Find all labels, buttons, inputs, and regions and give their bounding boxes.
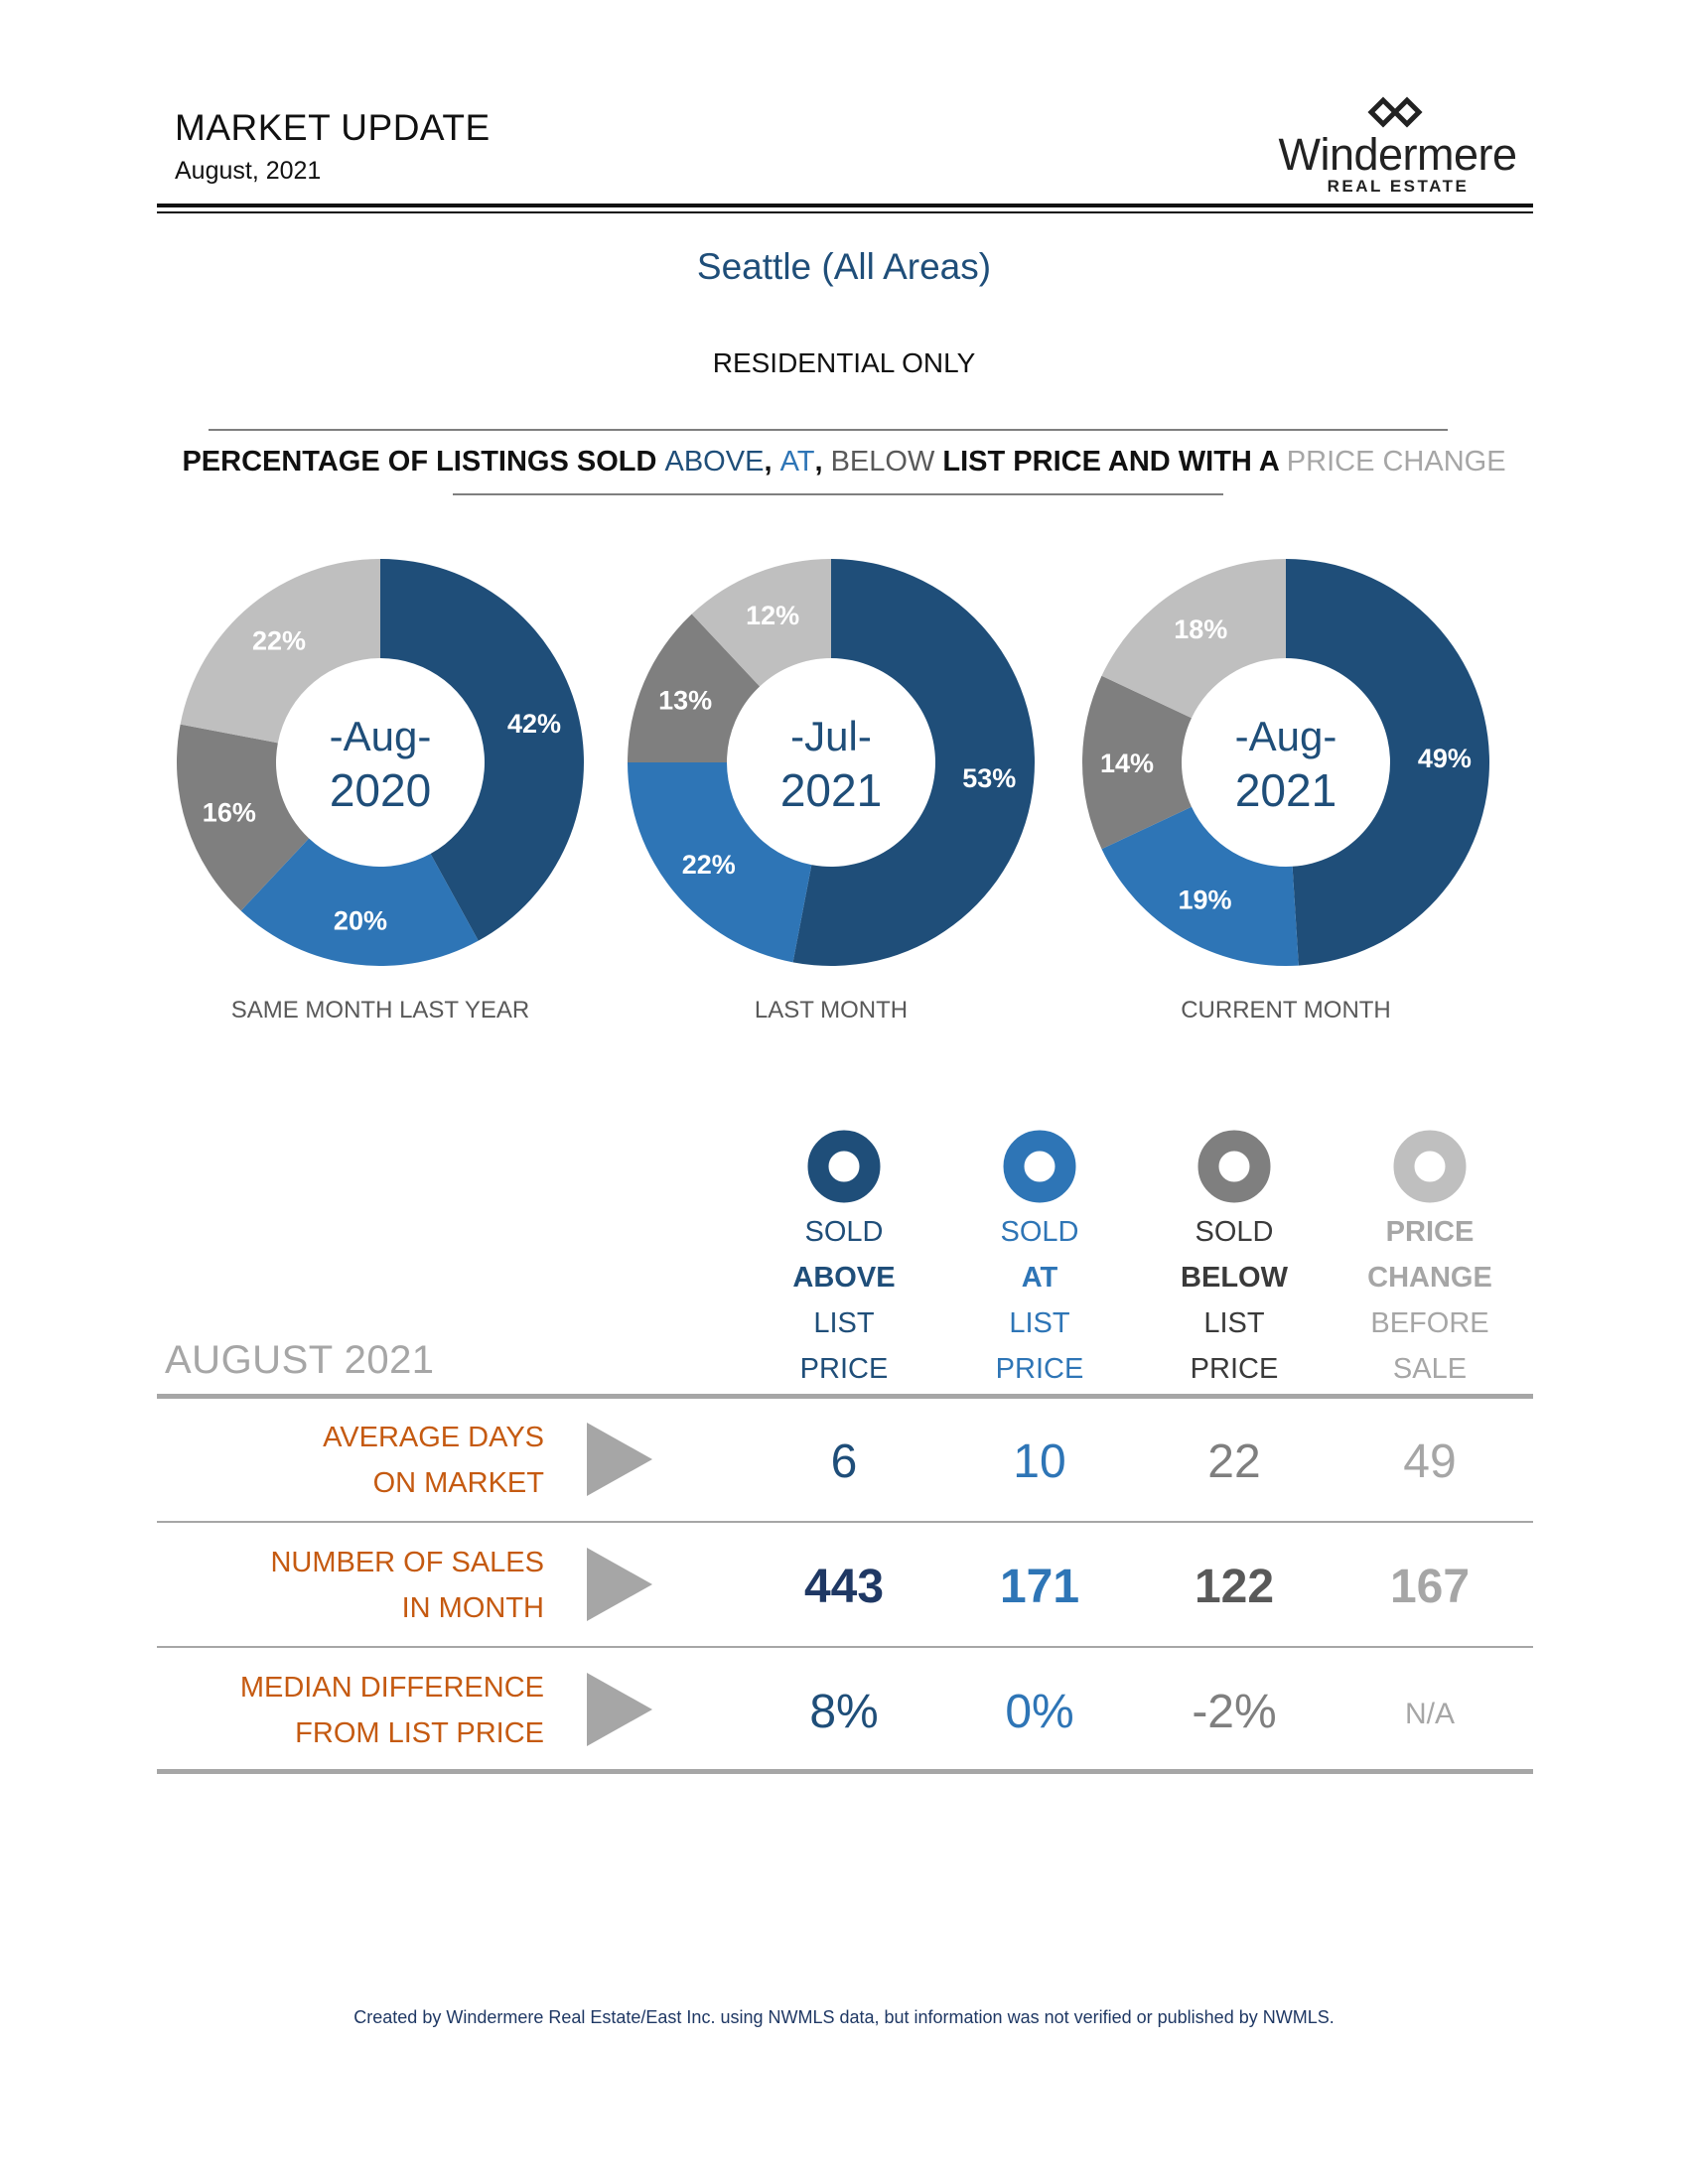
windermere-logo-icon — [1367, 96, 1423, 128]
col-header-above: SOLD ABOVE LIST PRICE — [792, 1216, 896, 1385]
donut-slice-below — [1082, 675, 1192, 850]
section-rule-bottom — [453, 493, 1223, 495]
donut-slice-label: 20% — [334, 906, 387, 936]
cell-sales-below: 122 — [1194, 1561, 1275, 1613]
company-logo: Windermere REAL ESTATE — [1256, 95, 1539, 205]
cell-avg-days-at: 10 — [1013, 1435, 1066, 1488]
report-title: MARKET UPDATE — [175, 107, 491, 148]
cell-avg-days-below: 22 — [1207, 1435, 1261, 1488]
cell-sales-change: 167 — [1389, 1561, 1471, 1613]
section-title: PERCENTAGE OF LISTINGS SOLD ABOVE, AT, B… — [182, 446, 1506, 478]
donut-center-month: -Aug- — [330, 713, 432, 759]
arrow-icon — [587, 1548, 652, 1621]
footer-disclaimer: Created by Windermere Real Estate/East I… — [353, 2007, 1335, 2027]
logo-wordmark: Windermere — [1278, 129, 1517, 180]
cell-avg-days-above: 6 — [830, 1435, 858, 1488]
donut-center-month: -Aug- — [1235, 713, 1337, 759]
logo-subtitle: REAL ESTATE — [1327, 177, 1470, 196]
table-header-rule — [157, 1394, 1533, 1399]
donut-slice-label: 12% — [746, 601, 799, 630]
sold-above-icon — [807, 1130, 881, 1203]
donut-slice-below — [177, 724, 310, 911]
donut-chart-last-month: 53% 22% 13% 12% -Jul- 2021 — [628, 559, 1035, 966]
header-rule-thin — [157, 211, 1533, 213]
cell-median-below: -2% — [1192, 1686, 1277, 1738]
table-bottom-rule — [157, 1769, 1533, 1774]
donut-slice-price-change — [691, 559, 831, 687]
donut-slice-label: 14% — [1100, 749, 1154, 778]
row-label-sales: NUMBER OF SALES IN MONTH — [270, 1547, 544, 1624]
col-header-at: SOLD AT LIST PRICE — [995, 1216, 1084, 1385]
donut-slice-label: 22% — [682, 850, 736, 880]
table-month-label: AUGUST 2021 — [165, 1338, 435, 1382]
donut-slice-label: 18% — [1174, 614, 1227, 644]
header-rule — [157, 204, 1533, 207]
report-date: August, 2021 — [175, 157, 322, 185]
chart-caption-last-year: SAME MONTH LAST YEAR — [230, 997, 530, 1024]
donut-slice-label: 19% — [1179, 886, 1232, 915]
donut-slice-above — [1286, 559, 1490, 966]
donut-slice-at — [1101, 806, 1299, 966]
row-label-median-diff: MEDIAN DIFFERENCE FROM LIST PRICE — [239, 1672, 544, 1749]
property-type: RESIDENTIAL ONLY — [712, 347, 976, 378]
cell-median-at: 0% — [1005, 1686, 1074, 1738]
col-header-below: SOLD BELOW LIST PRICE — [1181, 1216, 1288, 1385]
arrow-icon — [587, 1673, 652, 1746]
donut-slice-at — [628, 762, 812, 963]
region-title: Seattle (All Areas) — [696, 246, 992, 287]
donut-center-month: -Jul- — [790, 713, 872, 759]
donut-slice-label: 16% — [203, 797, 256, 827]
cell-avg-days-change: 49 — [1403, 1435, 1457, 1488]
donut-slice-label: 49% — [1418, 744, 1472, 773]
donut-slice-below — [628, 614, 761, 762]
donut-center-year: 2021 — [1235, 764, 1336, 816]
donut-slice-label: 53% — [962, 763, 1016, 793]
donut-center-year: 2021 — [780, 764, 882, 816]
donut-slice-label: 42% — [507, 709, 561, 739]
sold-below-icon — [1197, 1130, 1271, 1203]
table-row-divider — [157, 1521, 1533, 1523]
donut-chart-current-month: 49% 19% 14% 18% -Aug- 2021 — [1082, 559, 1490, 966]
price-change-icon — [1393, 1130, 1467, 1203]
chart-caption-current-month: CURRENT MONTH — [1181, 997, 1391, 1024]
row-label-avg-days: AVERAGE DAYS ON MARKET — [323, 1422, 544, 1499]
donut-slice-price-change — [1101, 559, 1286, 719]
donut-chart-same-month-last-year: 42% 20% 16% 22% -Aug- 2020 — [177, 559, 584, 966]
section-rule-top — [209, 429, 1448, 431]
cell-sales-above: 443 — [803, 1561, 885, 1613]
cell-sales-at: 171 — [999, 1561, 1080, 1613]
donut-slice-label: 13% — [658, 685, 712, 715]
donut-slice-above — [792, 559, 1035, 966]
donut-slice-at — [240, 838, 479, 966]
donut-slice-price-change — [180, 559, 380, 744]
donut-slice-label: 22% — [252, 626, 306, 656]
chart-caption-last-month: LAST MONTH — [754, 997, 909, 1024]
cell-median-change: N/A — [1404, 1698, 1455, 1730]
col-header-change: PRICE CHANGE BEFORE SALE — [1367, 1216, 1492, 1385]
arrow-icon — [587, 1423, 652, 1496]
donut-slice-above — [380, 559, 584, 941]
sold-at-icon — [1003, 1130, 1076, 1203]
table-row-divider — [157, 1646, 1533, 1648]
donut-center-year: 2020 — [330, 764, 431, 816]
cell-median-above: 8% — [809, 1686, 879, 1738]
